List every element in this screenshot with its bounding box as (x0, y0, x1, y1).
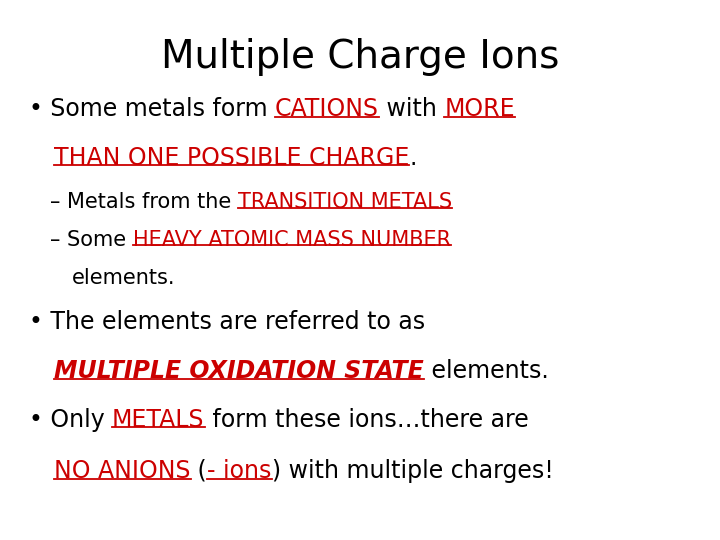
Text: TRANSITION METALS: TRANSITION METALS (238, 192, 452, 212)
Text: – Metals from the: – Metals from the (50, 192, 238, 212)
Text: HEAVY ATOMIC MASS NUMBER: HEAVY ATOMIC MASS NUMBER (133, 230, 451, 249)
Text: form these ions…there are: form these ions…there are (204, 408, 528, 431)
Text: THAN ONE POSSIBLE CHARGE: THAN ONE POSSIBLE CHARGE (54, 146, 410, 170)
Text: .: . (410, 146, 417, 170)
Text: MORE: MORE (444, 97, 515, 121)
Text: METALS: METALS (112, 408, 204, 431)
Text: – Some: – Some (50, 230, 133, 249)
Text: (: ( (191, 459, 207, 483)
Text: • Only: • Only (29, 408, 112, 431)
Text: Multiple Charge Ions: Multiple Charge Ions (161, 38, 559, 76)
Text: • Some metals form: • Some metals form (29, 97, 275, 121)
Text: CATIONS: CATIONS (275, 97, 379, 121)
Text: MULTIPLE OXIDATION STATE: MULTIPLE OXIDATION STATE (54, 359, 424, 383)
Text: with: with (379, 97, 444, 121)
Text: elements.: elements. (424, 359, 549, 383)
Text: elements.: elements. (72, 267, 176, 287)
Text: • The elements are referred to as: • The elements are referred to as (29, 310, 425, 334)
Text: ) with multiple charges!: ) with multiple charges! (271, 459, 554, 483)
Text: NO ANIONS: NO ANIONS (54, 459, 191, 483)
Text: - ions: - ions (207, 459, 271, 483)
